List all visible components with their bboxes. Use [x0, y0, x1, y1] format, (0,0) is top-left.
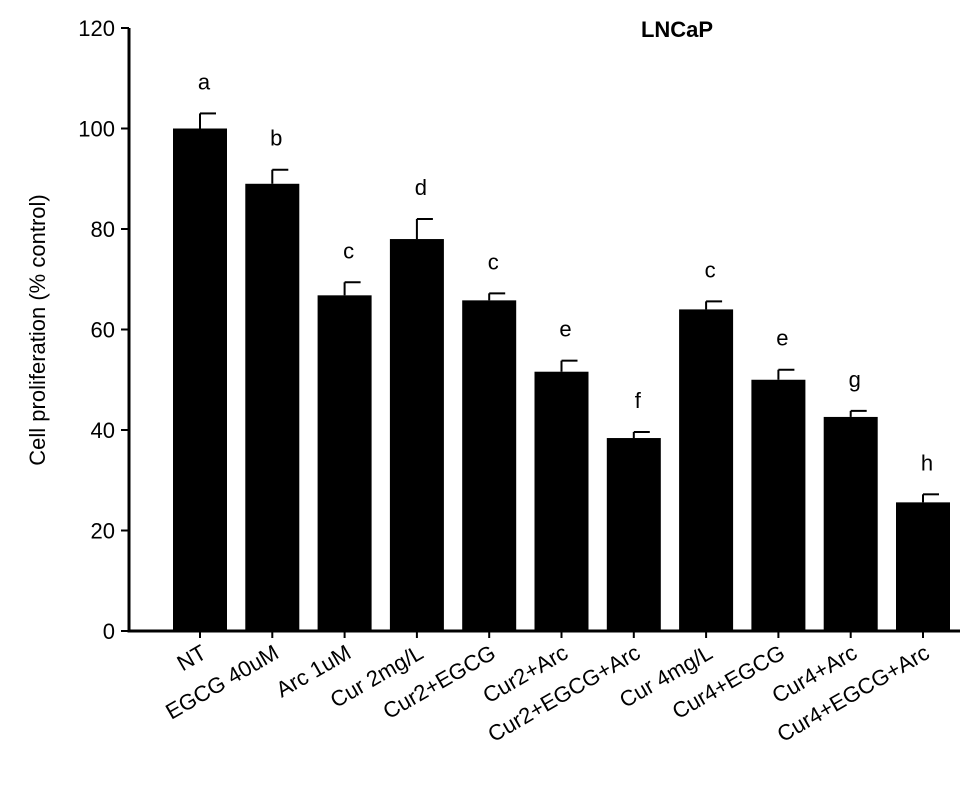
bar	[896, 502, 950, 631]
y-tick-label: 0	[103, 619, 115, 644]
significance-label: h	[921, 450, 933, 475]
significance-label: a	[198, 69, 211, 94]
bar	[606, 438, 661, 631]
y-tick-label: 40	[91, 418, 115, 443]
y-tick-label: 100	[78, 117, 115, 142]
category-label: NT	[173, 640, 211, 676]
y-tick-label: 20	[91, 519, 115, 544]
bar	[389, 239, 444, 632]
y-tick-label: 80	[91, 217, 115, 242]
error-bars-group	[199, 112, 939, 503]
significance-label: d	[415, 175, 427, 200]
significance-label: f	[635, 388, 642, 413]
bar	[173, 128, 227, 631]
y-axis-title: Cell proliferation (% control)	[25, 194, 50, 465]
significance-label: c	[488, 249, 499, 274]
bar	[679, 309, 734, 631]
bar	[245, 183, 300, 631]
significance-labels-group: a b c d c e f c e g h	[198, 69, 933, 475]
bar	[462, 300, 517, 631]
bar	[823, 416, 878, 631]
significance-label: c	[705, 257, 716, 282]
y-axis: 0 20 40 60 80 100 120	[78, 16, 131, 644]
significance-label: g	[849, 367, 861, 392]
significance-label: b	[270, 126, 282, 151]
y-tick-label: 120	[78, 16, 115, 41]
significance-label: c	[343, 238, 354, 263]
bar	[751, 379, 806, 631]
x-axis	[127, 629, 960, 638]
chart-title: LNCaP	[641, 17, 713, 42]
bars-group	[173, 128, 950, 632]
significance-label: e	[776, 326, 788, 351]
bar	[534, 371, 589, 631]
bar	[317, 295, 372, 631]
y-tick-label: 60	[91, 318, 115, 343]
significance-label: e	[559, 317, 571, 342]
